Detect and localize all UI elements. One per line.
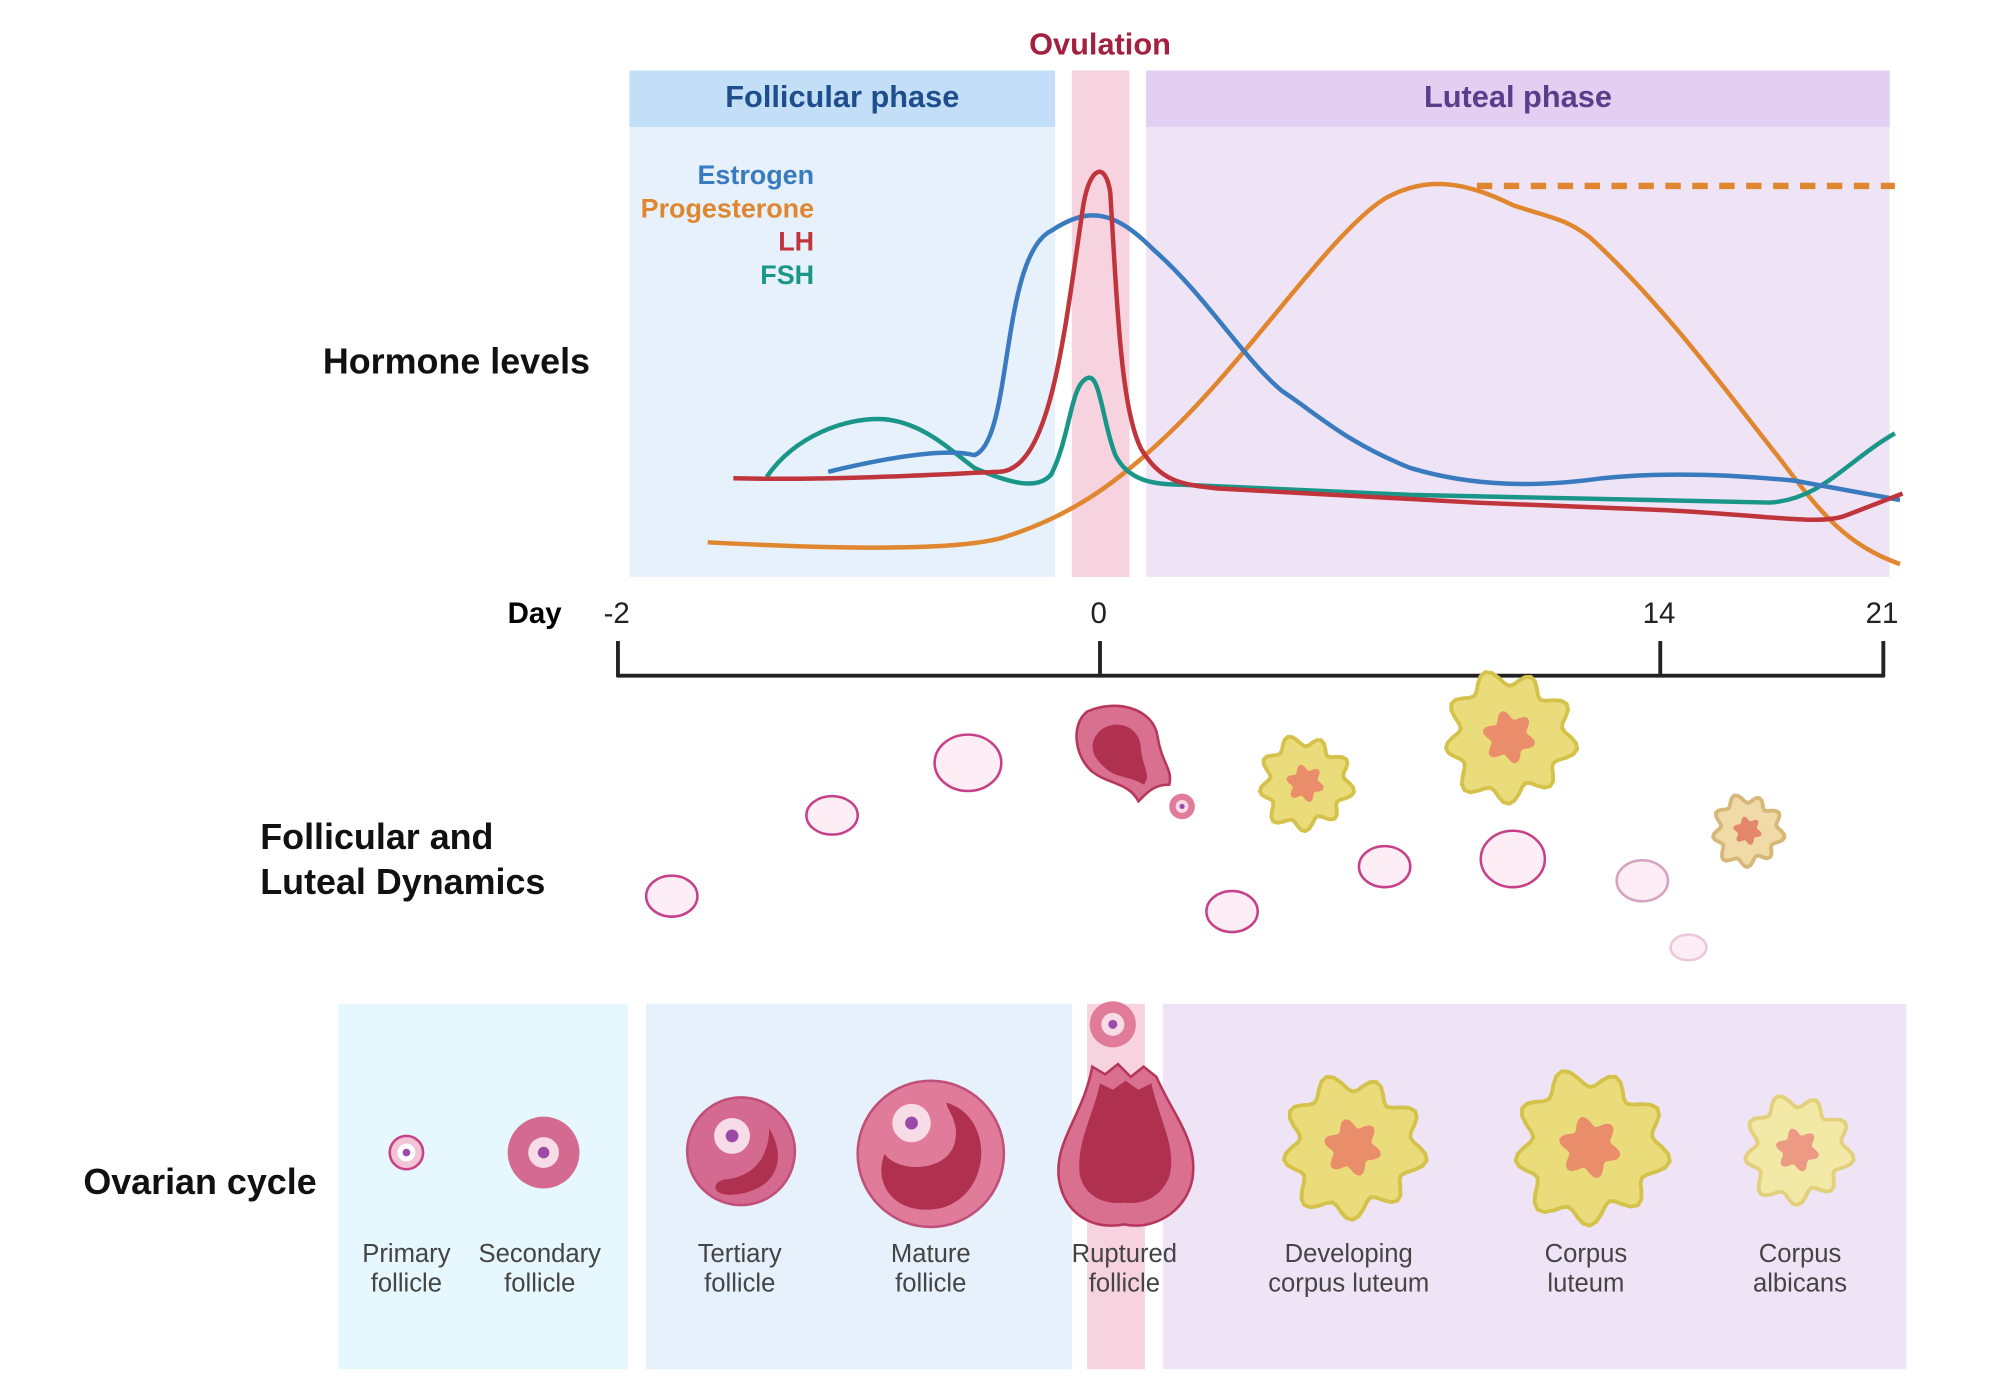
fsh-curve xyxy=(764,375,1896,505)
luteal-core xyxy=(1733,816,1762,845)
row-title: Ovarian cycle xyxy=(83,1162,316,1202)
stage-label: luteum xyxy=(1547,1269,1624,1297)
stage-label: Ruptured xyxy=(1072,1240,1177,1268)
stage-labels: PrimaryfollicleSecondaryfollicleTertiary… xyxy=(362,1240,1847,1297)
progesterone-curve xyxy=(707,181,1901,567)
day-tick: 14 xyxy=(1643,597,1676,630)
estrogen-curve xyxy=(827,213,1901,503)
stage-label: follicle xyxy=(504,1269,575,1297)
stage-label: follicle xyxy=(895,1269,966,1297)
stage-label: Developing xyxy=(1285,1240,1413,1268)
row-title: Luteal Dynamics xyxy=(260,862,545,902)
day-axis xyxy=(616,641,1886,678)
stage-label: Tertiary xyxy=(698,1240,782,1268)
stage-label: albicans xyxy=(1753,1269,1847,1297)
luteal-bodies xyxy=(1257,670,1856,1228)
stage-label: Mature xyxy=(891,1240,971,1268)
stage-label: Secondary xyxy=(478,1240,601,1268)
luteal-core xyxy=(1324,1119,1381,1176)
row-title: Hormone levels xyxy=(323,342,590,382)
day-tick: 21 xyxy=(1866,597,1899,630)
stage-label: follicle xyxy=(371,1269,442,1297)
stage-label: Primary xyxy=(362,1240,450,1268)
ovulation-label: Ovulation xyxy=(1029,26,1171,61)
luteal-core xyxy=(1482,711,1536,764)
legend-entry: Progesterone xyxy=(641,193,814,223)
stage-label: corpus luteum xyxy=(1268,1269,1429,1297)
day-tick: 0 xyxy=(1091,597,1107,630)
phase-label: Luteal phase xyxy=(1424,79,1612,114)
stage-label: follicle xyxy=(1089,1269,1160,1297)
panel xyxy=(338,1003,629,1370)
stage-icons xyxy=(388,1001,1195,1229)
stage-label: Corpus xyxy=(1759,1240,1842,1268)
stage-label: follicle xyxy=(704,1269,775,1297)
legend-entry: LH xyxy=(778,227,814,257)
luteal-header xyxy=(1146,70,1890,127)
phase-label: Follicular phase xyxy=(725,79,959,114)
lh-curve xyxy=(733,169,1904,522)
luteal-core xyxy=(1286,764,1324,802)
follicular-bg xyxy=(629,70,1056,577)
row-title: Follicular and xyxy=(260,817,493,857)
dynamics-follicles xyxy=(644,704,1708,962)
legend-entry: FSH xyxy=(760,260,814,290)
luteal-core xyxy=(1776,1128,1819,1172)
axis-label: Day xyxy=(508,597,563,630)
follicular-header xyxy=(629,70,1056,127)
legend-entry: Estrogen xyxy=(697,160,814,190)
day-tick: -2 xyxy=(604,597,630,630)
stage-label: Corpus xyxy=(1545,1240,1628,1268)
luteal-core xyxy=(1559,1116,1621,1178)
